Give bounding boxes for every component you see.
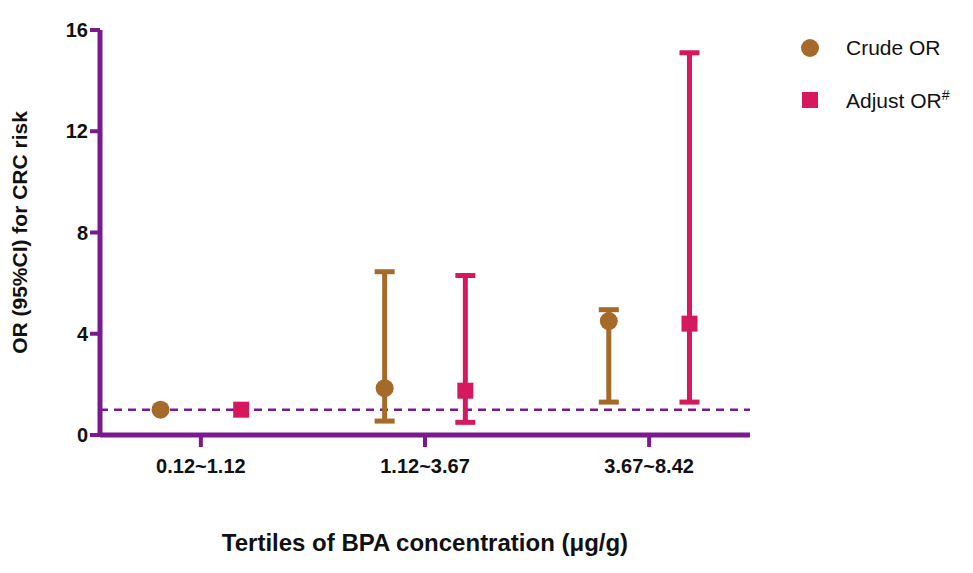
svg-text:OR (95%CI) for CRC risk: OR (95%CI) for CRC risk [8, 111, 31, 354]
html-text:Crude OR: Crude OR [846, 36, 941, 59]
svg-text:8: 8 [77, 222, 88, 244]
svg-text:3.67~8.42: 3.67~8.42 [604, 455, 694, 477]
svg-text:12: 12 [66, 120, 88, 142]
html-text:Adjust OR#: Adjust OR# [846, 87, 950, 112]
svg-text:4: 4 [77, 323, 89, 345]
svg-text:1.12~3.67: 1.12~3.67 [380, 455, 470, 477]
svg-text:Tertiles of BPA concentration: Tertiles of BPA concentration (μg/g) [222, 529, 628, 556]
svg-text:0: 0 [77, 424, 88, 446]
svg-text:0.12~1.12: 0.12~1.12 [156, 455, 246, 477]
svg-text:16: 16 [66, 19, 88, 41]
